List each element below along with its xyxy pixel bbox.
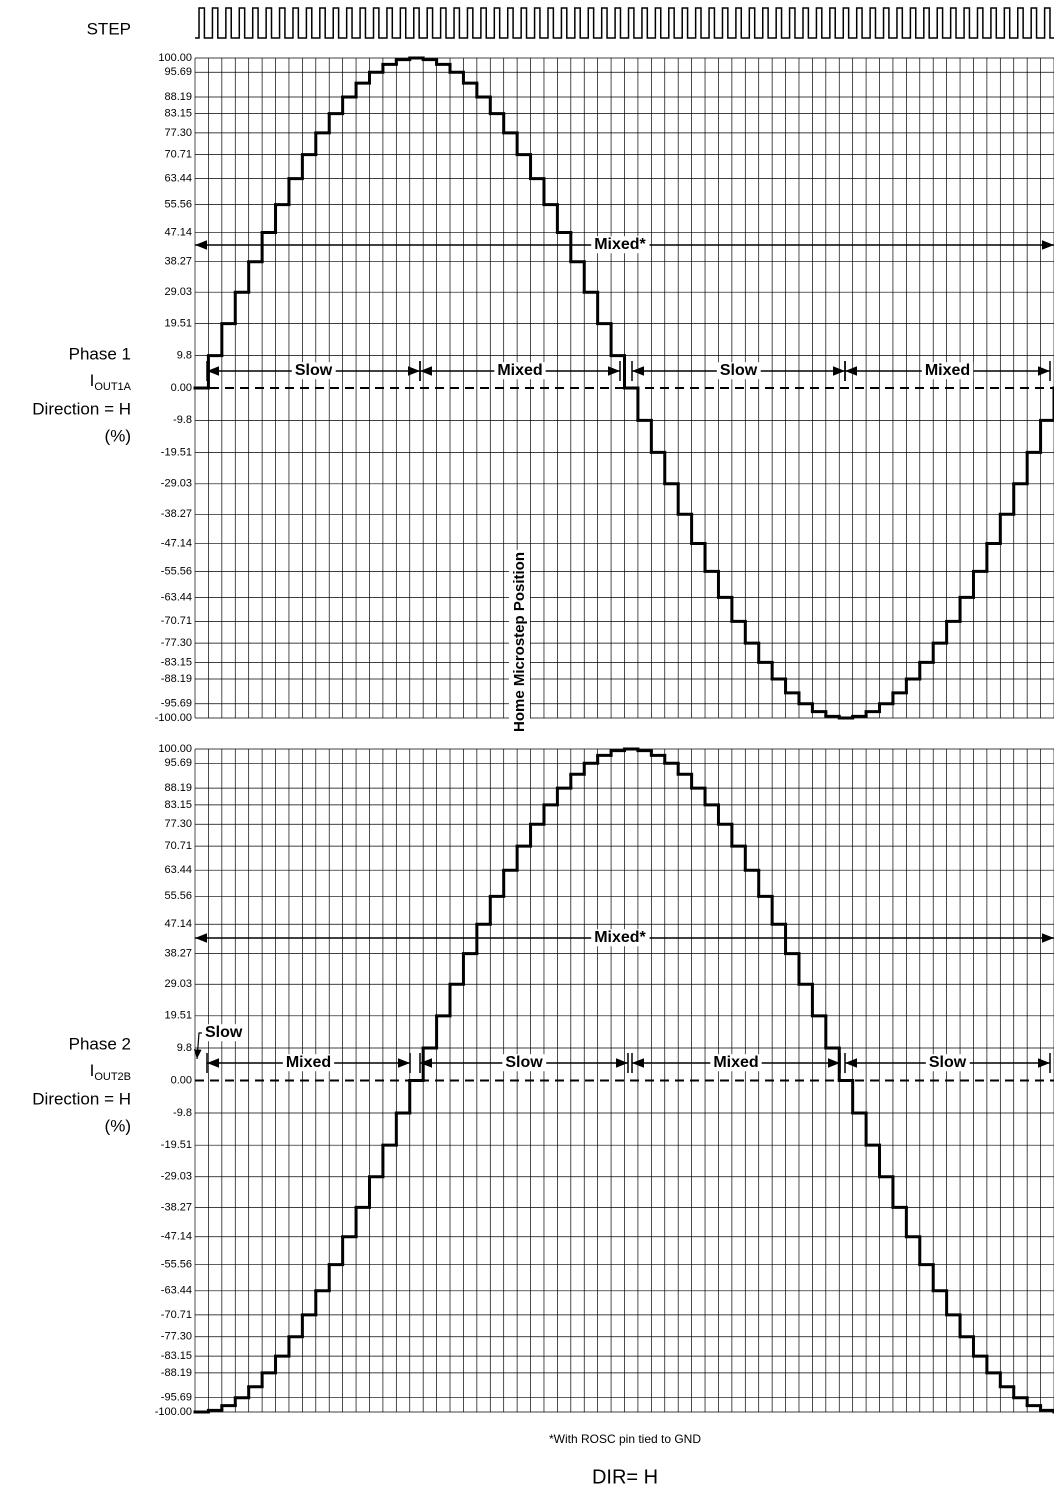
y-label-line: Phase 1 [69,344,131,363]
y-tick-label: -63.44 [161,591,192,603]
y-tick-label: 95.69 [164,66,192,78]
y-tick-label: -38.27 [161,1201,192,1213]
mode-label: Slow [295,362,333,379]
y-tick-label: 9.8 [177,350,192,362]
mode-label-bg [710,1054,762,1072]
y-tick-label: 29.03 [164,286,192,298]
mode-label-bg [282,1054,335,1072]
y-tick-label: -55.56 [161,1259,192,1271]
y-label-subscript: OUT2B [94,1071,131,1083]
mode-label-bg [494,362,546,380]
y-tick-label: -19.51 [161,1139,192,1151]
mode-label: Mixed* [594,929,646,946]
y-tick-label: -29.03 [161,1171,192,1183]
y-tick-label: -83.15 [161,656,192,668]
y-label-symbol: I [90,371,95,390]
mode-label-bg [202,1024,246,1042]
y-label-line: (%) [105,1116,131,1135]
mode-label-bg [591,929,650,947]
y-tick-label: 88.19 [164,782,192,794]
y-label-line: (%) [105,426,131,445]
mode-label: Slow [205,1024,243,1041]
y-tick-label: -100.00 [155,712,192,724]
y-tick-label: -9.8 [173,414,192,426]
home-label: Home Microstep Position [511,552,528,732]
y-tick-label: -95.69 [161,698,192,710]
y-tick-label: -9.8 [173,1107,192,1119]
y-tick-label: -83.15 [161,1350,192,1362]
y-tick-label: 83.15 [164,108,192,120]
y-label-symbol: I [90,1061,95,1080]
y-tick-label: 47.14 [164,226,192,238]
mode-label-bg [291,362,336,380]
y-tick-label: -88.19 [161,1367,192,1379]
y-label-line: Direction = H [32,1089,131,1108]
y-tick-label: -29.03 [161,478,192,490]
y-tick-label: 100.00 [158,52,192,64]
mode-label: Mixed [286,1054,331,1071]
mode-label-bg [591,236,650,254]
y-tick-label: 77.30 [164,127,192,139]
y-label-line: Direction = H [32,399,131,418]
y-tick-label: 77.30 [164,818,192,830]
mode-label: Slow [929,1054,967,1071]
y-tick-label: -55.56 [161,565,192,577]
mode-label: Mixed [497,362,542,379]
y-tick-label: 19.51 [164,1010,192,1022]
mode-label: Slow [720,362,758,379]
y-label-subscript: OUT1A [94,381,131,393]
y-tick-label: 29.03 [164,978,192,990]
step-pulses [195,7,1054,39]
y-tick-label: -63.44 [161,1285,192,1297]
y-tick-label: 19.51 [164,318,192,330]
y-label-current: IOUT1A [90,371,132,392]
footnote: *With ROSC pin tied to GND [549,1432,701,1446]
y-tick-label: -47.14 [161,537,192,549]
y-tick-label: 47.14 [164,918,192,930]
y-tick-label: 38.27 [164,948,192,960]
y-tick-label: 95.69 [164,757,192,769]
y-tick-label: 0.00 [171,1074,192,1086]
mode-label: Slow [505,1054,543,1071]
y-tick-label: 63.44 [164,864,192,876]
y-tick-label: 70.71 [164,840,192,852]
home-label-bg [508,549,530,735]
y-tick-label: -70.71 [161,615,192,627]
y-tick-label: 55.56 [164,890,192,902]
step-label: STEP [87,19,131,38]
y-tick-label: 63.44 [164,173,192,185]
y-tick-label: 83.15 [164,799,192,811]
y-tick-label: 100.00 [158,743,192,755]
mode-label-bg [716,362,761,380]
y-label-current: IOUT2B [90,1061,131,1082]
y-tick-label: 70.71 [164,149,192,161]
dir-label: DIR= H [592,1466,658,1488]
y-tick-label: -95.69 [161,1392,192,1404]
y-tick-label: -38.27 [161,508,192,520]
y-tick-label: -77.30 [161,1331,192,1343]
y-tick-label: 0.00 [171,382,192,394]
y-tick-label: 9.8 [177,1042,192,1054]
y-tick-label: -77.30 [161,637,192,649]
y-tick-label: -47.14 [161,1231,192,1243]
y-tick-label: 38.27 [164,256,192,268]
mode-label: Mixed [925,362,970,379]
y-tick-label: -88.19 [161,673,192,685]
y-tick-label: -70.71 [161,1309,192,1321]
mode-label: Mixed [713,1054,758,1071]
mode-label-bg [925,1054,970,1072]
y-tick-label: 55.56 [164,199,192,211]
mode-label-bg [502,1054,547,1072]
y-label-line: Phase 2 [69,1034,131,1053]
mode-label: Mixed* [594,236,646,253]
y-tick-label: -100.00 [155,1406,192,1418]
y-tick-label: 88.19 [164,91,192,103]
y-tick-label: -19.51 [161,446,192,458]
mode-label-bg [921,362,974,380]
